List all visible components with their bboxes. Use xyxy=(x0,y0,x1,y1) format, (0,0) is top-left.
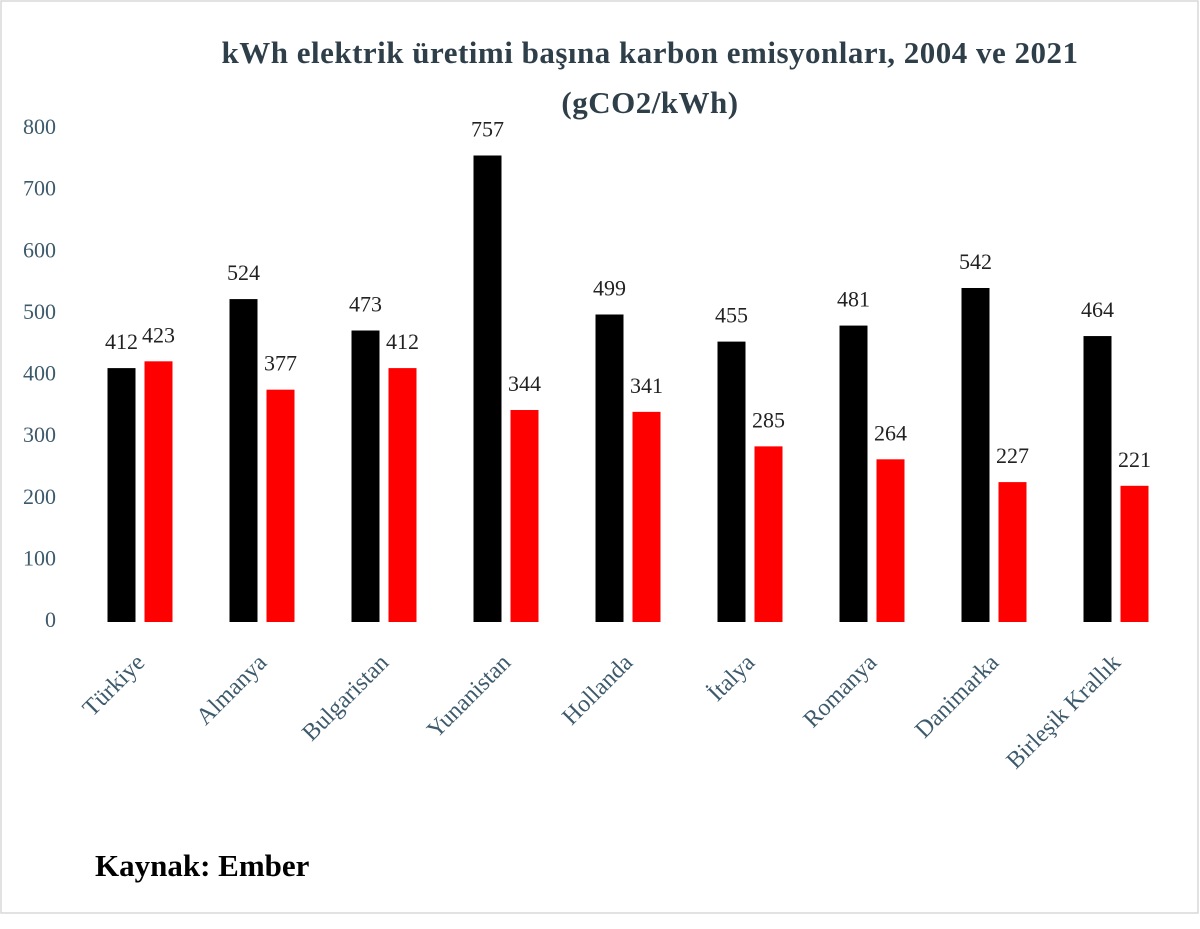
data-label: 473 xyxy=(349,292,382,317)
x-tick-label: Romanya xyxy=(799,650,883,734)
bar xyxy=(144,361,173,622)
y-tick-label: 800 xyxy=(23,114,56,139)
bar xyxy=(229,299,258,622)
x-tick-label: İtalya xyxy=(703,650,760,707)
bar xyxy=(595,314,624,622)
data-label: 412 xyxy=(386,329,419,354)
y-tick-label: 400 xyxy=(23,361,56,386)
data-label: 377 xyxy=(264,351,297,376)
bar xyxy=(876,459,905,622)
chart-title: kWh elektrik üretimi başına karbon emisy… xyxy=(221,35,1079,120)
data-label: 423 xyxy=(142,322,175,347)
bar xyxy=(1120,485,1149,622)
data-label: 481 xyxy=(837,287,870,312)
bar xyxy=(266,389,295,622)
data-label: 455 xyxy=(715,303,748,328)
y-tick-label: 100 xyxy=(23,545,56,570)
bar xyxy=(510,410,539,622)
bar xyxy=(754,446,783,622)
x-tick-label: Bulgaristan xyxy=(298,650,395,747)
bar xyxy=(998,482,1027,622)
data-label: 344 xyxy=(508,371,541,396)
source-note: Kaynak: Ember xyxy=(95,848,310,883)
data-label: 542 xyxy=(959,249,992,274)
x-tick-label: Birleşik Krallık xyxy=(1002,650,1126,774)
y-tick-label: 700 xyxy=(23,176,56,201)
x-tick-label: Danimarka xyxy=(910,650,1004,744)
data-label: 285 xyxy=(752,407,785,432)
bar xyxy=(1083,336,1112,622)
data-label: 524 xyxy=(227,260,260,285)
x-tick-label: Türkiye xyxy=(78,650,150,722)
data-label: 499 xyxy=(593,276,626,301)
y-tick-label: 200 xyxy=(23,484,56,509)
x-tick-label: Almanya xyxy=(192,650,273,731)
bar xyxy=(388,368,417,622)
data-label: 227 xyxy=(996,443,1029,468)
bar xyxy=(632,411,661,622)
bar xyxy=(473,155,502,622)
x-tick-label: Hollanda xyxy=(558,650,639,731)
data-label: 221 xyxy=(1118,447,1151,472)
bar xyxy=(351,330,380,622)
data-label: 341 xyxy=(630,373,663,398)
data-label: 412 xyxy=(105,329,138,354)
y-tick-label: 0 xyxy=(45,607,56,632)
data-label: 757 xyxy=(471,117,504,142)
data-label: 264 xyxy=(874,420,907,445)
bar xyxy=(107,368,136,622)
y-tick-label: 500 xyxy=(23,299,56,324)
y-tick-label: 600 xyxy=(23,237,56,262)
bar xyxy=(961,287,990,622)
bar xyxy=(839,325,868,622)
bar xyxy=(717,341,746,622)
data-label: 464 xyxy=(1081,297,1114,322)
x-tick-label: Yunanistan xyxy=(422,650,516,744)
y-tick-label: 300 xyxy=(23,422,56,447)
